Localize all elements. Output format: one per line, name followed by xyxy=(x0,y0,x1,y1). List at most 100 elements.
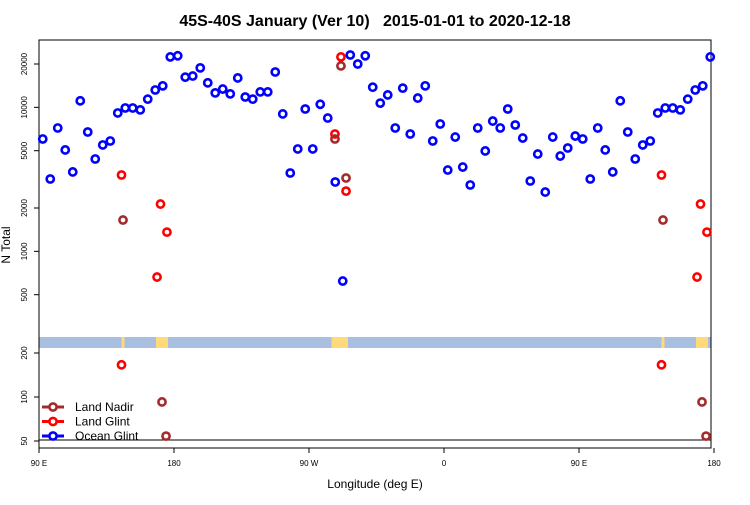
land-patch xyxy=(661,337,665,348)
ocean-glint-point xyxy=(202,77,213,88)
land-glint-point xyxy=(656,359,667,370)
ocean-strip xyxy=(39,337,711,348)
ocean-glint-point xyxy=(487,116,498,126)
y-tick-label: 2000 xyxy=(20,199,29,217)
land-nadir-point xyxy=(658,215,668,225)
land-glint-point xyxy=(336,52,346,62)
ocean-glint-point xyxy=(705,52,716,62)
x-tick-label: 180 xyxy=(707,459,721,468)
y-tick-label: 1000 xyxy=(20,242,29,260)
ocean-glint-point xyxy=(67,167,78,177)
ocean-glint-point xyxy=(277,109,288,119)
ocean-glint-point xyxy=(150,85,161,95)
ocean-glint-point xyxy=(165,52,176,62)
land-nadir-point xyxy=(330,134,340,144)
ocean-glint-point xyxy=(82,127,93,137)
ocean-glint-point xyxy=(240,92,251,102)
ocean-glint-point xyxy=(697,80,708,91)
ocean-glint-point xyxy=(367,82,378,93)
ocean-glint-point xyxy=(480,146,491,156)
ocean-glint-point xyxy=(570,131,581,141)
ocean-glint-point xyxy=(615,95,626,106)
ocean-glint-point xyxy=(262,87,273,97)
ocean-glint-point xyxy=(135,105,146,115)
y-tick-label: 5000 xyxy=(20,141,29,159)
ocean-glint-point xyxy=(600,145,611,155)
ocean-glint-point xyxy=(120,103,131,113)
ocean-glint-point xyxy=(547,132,558,142)
ocean-glint-point xyxy=(255,87,266,97)
ocean-glint-point xyxy=(45,174,56,184)
land-patch xyxy=(696,337,708,348)
ocean-glint-point xyxy=(585,174,596,184)
ocean-glint-point xyxy=(427,136,438,146)
ocean-glint-point xyxy=(562,143,573,153)
legend-label: Land Nadir xyxy=(75,400,134,414)
x-tick-label: 90 E xyxy=(31,459,47,468)
land-patch xyxy=(121,337,125,348)
ocean-glint-point xyxy=(457,162,468,172)
ocean-glint-point xyxy=(157,80,168,91)
ocean-glint-point xyxy=(390,123,401,133)
ocean-glint-point xyxy=(270,67,281,77)
ocean-glint-point xyxy=(142,94,153,105)
ocean-glint-point xyxy=(352,59,363,69)
ocean-glint-point xyxy=(592,123,603,133)
land-nadir-point xyxy=(118,215,128,225)
ocean-glint-point xyxy=(97,140,108,150)
ocean-glint-point xyxy=(637,140,648,150)
ocean-glint-point xyxy=(435,119,446,129)
land-patch xyxy=(331,337,348,348)
ocean-glint-point xyxy=(607,167,618,177)
ocean-glint-point xyxy=(285,168,296,178)
ocean-glint-point xyxy=(495,123,506,133)
legend-swatch-marker xyxy=(48,416,58,427)
y-tick-label: 10000 xyxy=(20,96,29,119)
ocean-glint-point xyxy=(442,165,453,175)
ocean-glint-point xyxy=(397,83,408,94)
ocean-glint-point xyxy=(112,108,123,118)
ocean-glint-point xyxy=(420,80,431,91)
land-glint-point xyxy=(162,227,172,238)
y-tick-label: 100 xyxy=(20,390,29,404)
ocean-glint-point xyxy=(472,123,483,133)
ocean-glint-point xyxy=(645,136,656,146)
x-tick-label: 0 xyxy=(442,459,447,468)
map-strip xyxy=(39,337,711,348)
ocean-glint-point xyxy=(510,120,521,130)
ocean-glint-point xyxy=(532,149,543,159)
legend-label: Land Glint xyxy=(75,415,130,429)
ocean-glint-point xyxy=(555,151,566,161)
ocean-glint-point xyxy=(300,104,311,114)
legend-swatch-marker xyxy=(48,402,58,412)
land-glint-point xyxy=(116,359,127,370)
y-tick-label: 20000 xyxy=(20,52,29,75)
ocean-glint-point xyxy=(217,84,228,94)
land-glint-point xyxy=(152,272,162,282)
ocean-glint-point xyxy=(60,145,71,155)
ocean-glint-point xyxy=(652,108,663,118)
ocean-glint-point xyxy=(225,88,236,99)
ocean-glint-point xyxy=(172,50,183,61)
land-glint-point xyxy=(341,186,351,197)
ocean-glint-point xyxy=(660,103,671,113)
legend-swatch-marker xyxy=(48,431,58,441)
ocean-glint-point xyxy=(37,134,48,144)
ocean-glint-point xyxy=(450,132,461,142)
ocean-glint-point xyxy=(525,176,536,186)
land-glint-point xyxy=(330,129,340,139)
ocean-glint-point xyxy=(577,134,588,144)
land-nadir-point xyxy=(157,397,167,407)
y-tick-label: 500 xyxy=(20,287,29,301)
land-glint-point xyxy=(695,199,706,209)
legend-label: Ocean Glint xyxy=(75,429,139,443)
ocean-glint-point xyxy=(195,62,206,73)
ocean-glint-point xyxy=(187,71,198,81)
ocean-glint-point xyxy=(127,103,138,113)
ocean-glint-point xyxy=(622,127,633,137)
ocean-glint-point xyxy=(412,93,423,103)
ocean-glint-point xyxy=(292,144,303,154)
ocean-glint-point xyxy=(360,50,371,61)
x-axis-label: Longitude (deg E) xyxy=(327,477,422,491)
